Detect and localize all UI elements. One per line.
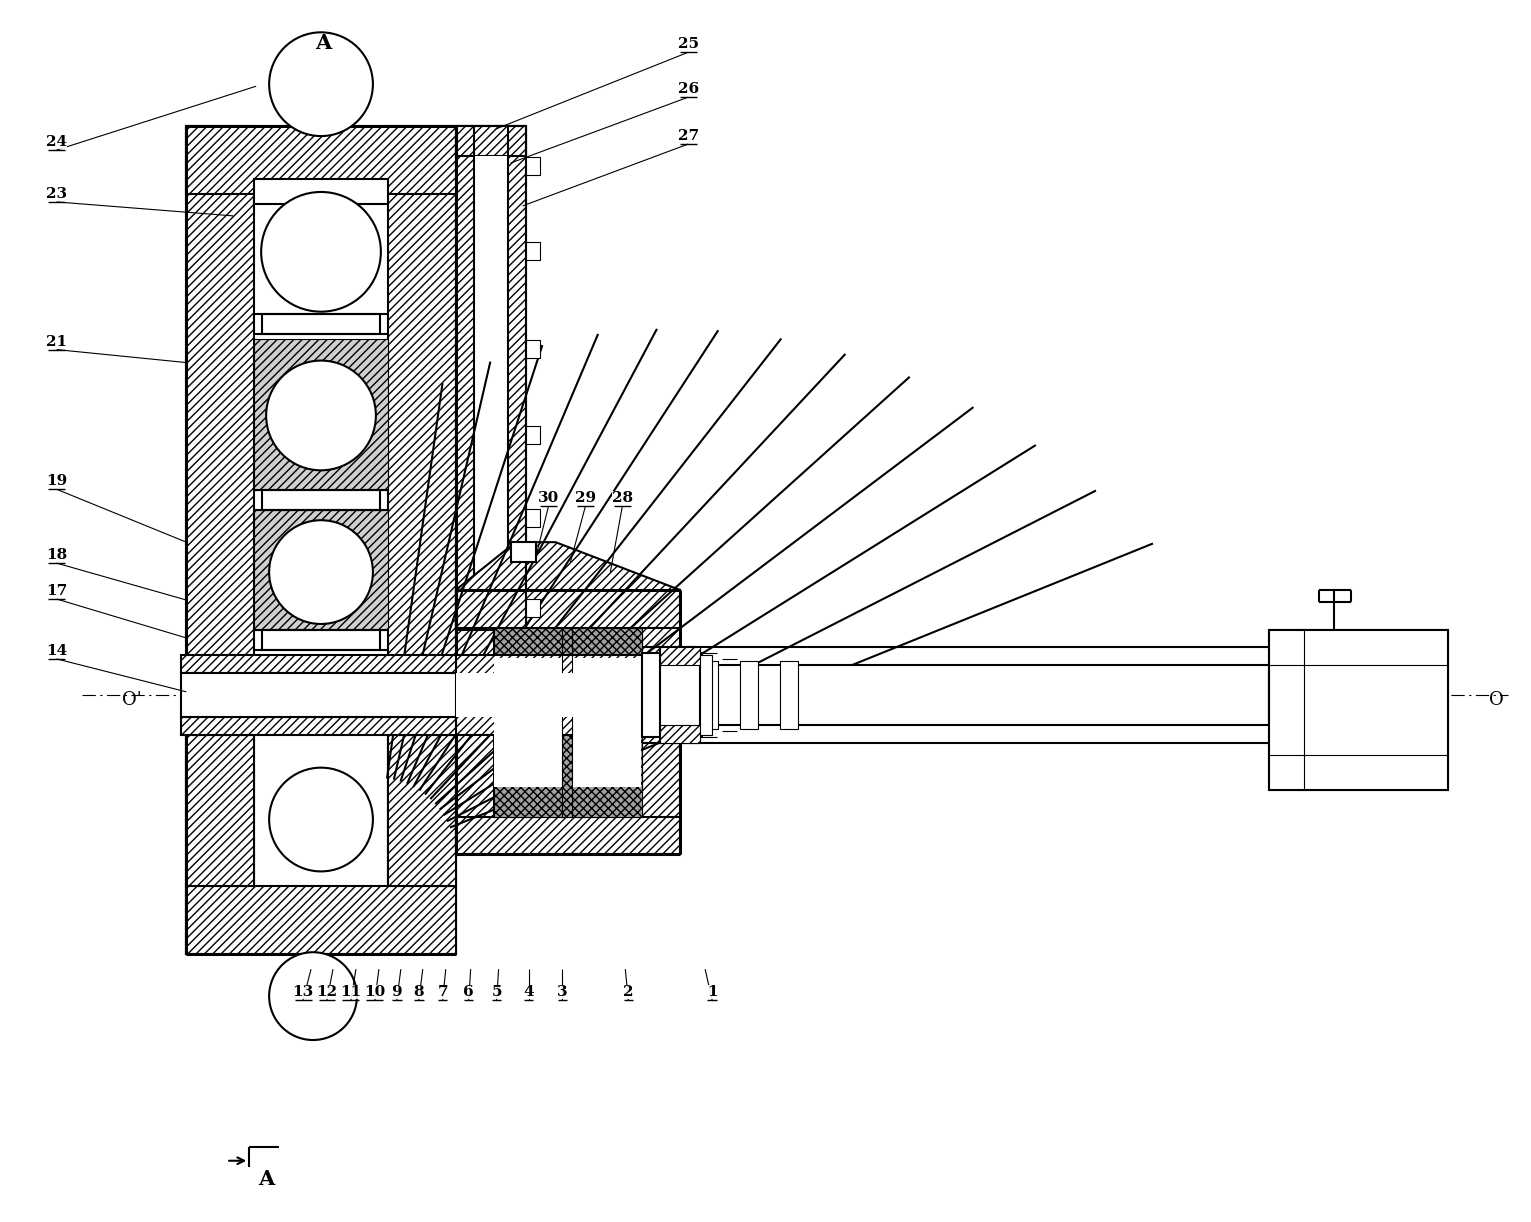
Polygon shape — [643, 653, 703, 737]
Polygon shape — [660, 646, 700, 743]
Polygon shape — [262, 314, 380, 334]
Text: 8: 8 — [413, 985, 424, 1000]
Polygon shape — [254, 338, 387, 490]
Polygon shape — [706, 665, 1269, 725]
Text: 18: 18 — [46, 549, 67, 562]
Text: 6: 6 — [464, 985, 475, 1000]
Polygon shape — [262, 490, 380, 511]
Polygon shape — [700, 655, 712, 734]
Polygon shape — [660, 725, 700, 743]
Polygon shape — [187, 126, 456, 194]
Circle shape — [269, 952, 357, 1040]
Circle shape — [269, 32, 374, 136]
Text: A: A — [315, 33, 331, 54]
Polygon shape — [187, 734, 254, 886]
Text: 28: 28 — [612, 491, 632, 505]
Circle shape — [262, 192, 381, 312]
Text: 19: 19 — [46, 474, 67, 489]
Text: 3: 3 — [557, 985, 568, 1000]
Polygon shape — [525, 242, 539, 260]
Text: 10: 10 — [364, 985, 386, 1000]
Polygon shape — [387, 126, 456, 954]
Text: 14: 14 — [46, 644, 67, 657]
Text: 26: 26 — [678, 82, 698, 97]
Text: 21: 21 — [46, 335, 67, 348]
Polygon shape — [493, 657, 562, 787]
Polygon shape — [181, 717, 461, 734]
Text: 5: 5 — [491, 985, 502, 1000]
Text: 23: 23 — [46, 187, 67, 200]
Polygon shape — [700, 661, 718, 728]
Text: 1: 1 — [707, 985, 718, 1000]
Circle shape — [269, 521, 374, 624]
Polygon shape — [473, 156, 508, 631]
Polygon shape — [510, 543, 536, 562]
Polygon shape — [493, 628, 643, 816]
Polygon shape — [456, 543, 680, 590]
Text: O': O' — [121, 690, 141, 709]
Text: 27: 27 — [678, 130, 698, 143]
Text: 9: 9 — [392, 985, 403, 1000]
Text: 29: 29 — [574, 491, 596, 505]
Polygon shape — [187, 886, 456, 954]
Text: A: A — [259, 1168, 274, 1189]
Polygon shape — [181, 655, 461, 673]
Polygon shape — [187, 126, 254, 954]
Polygon shape — [262, 631, 380, 650]
Text: 12: 12 — [317, 985, 337, 1000]
Polygon shape — [456, 816, 680, 854]
Text: 25: 25 — [678, 38, 698, 51]
Polygon shape — [525, 340, 539, 358]
Polygon shape — [254, 511, 387, 631]
Polygon shape — [387, 734, 456, 886]
Text: 11: 11 — [340, 985, 361, 1000]
Polygon shape — [456, 655, 680, 734]
Text: 13: 13 — [292, 985, 314, 1000]
Polygon shape — [525, 510, 539, 527]
Text: 30: 30 — [537, 491, 559, 505]
Text: O: O — [1490, 690, 1503, 709]
Polygon shape — [456, 126, 525, 156]
Polygon shape — [1269, 631, 1448, 789]
Polygon shape — [660, 646, 700, 665]
Polygon shape — [456, 590, 493, 854]
Polygon shape — [525, 158, 539, 175]
Polygon shape — [456, 126, 525, 631]
Text: 4: 4 — [524, 985, 534, 1000]
Polygon shape — [573, 657, 641, 787]
Polygon shape — [739, 661, 758, 728]
Text: 2: 2 — [623, 985, 634, 1000]
Text: 17: 17 — [46, 584, 67, 598]
Polygon shape — [525, 426, 539, 445]
Text: 24: 24 — [46, 136, 67, 149]
Polygon shape — [456, 590, 680, 628]
Text: 7: 7 — [438, 985, 449, 1000]
Polygon shape — [643, 590, 680, 854]
Circle shape — [269, 767, 374, 871]
Polygon shape — [779, 661, 798, 728]
Polygon shape — [254, 178, 387, 204]
Polygon shape — [456, 673, 1134, 717]
Circle shape — [266, 360, 377, 470]
Polygon shape — [525, 599, 539, 617]
Polygon shape — [181, 673, 461, 717]
